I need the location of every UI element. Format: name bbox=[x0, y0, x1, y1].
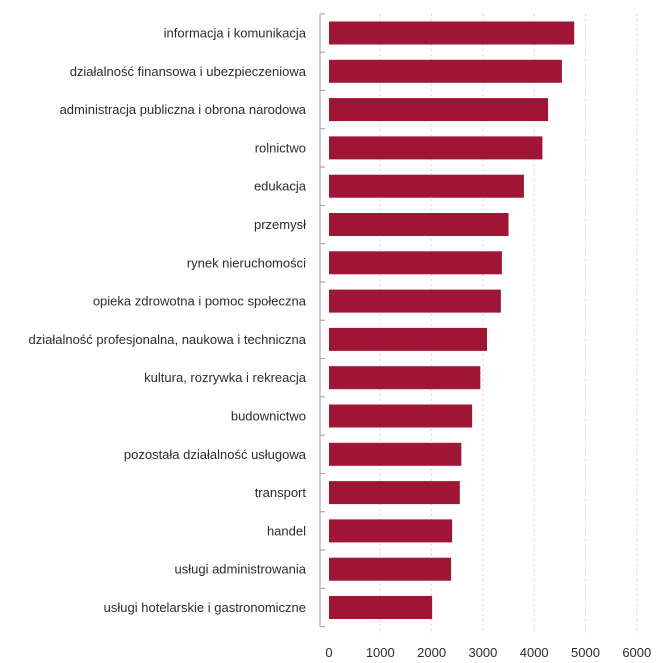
category-label: informacja i komunikacja bbox=[164, 26, 307, 41]
bar bbox=[329, 174, 524, 198]
x-tick-label: 3000 bbox=[468, 645, 497, 660]
category-label: pozostała działalność usługowa bbox=[124, 447, 307, 462]
x-tick-label: 6000 bbox=[622, 645, 651, 660]
bar bbox=[329, 327, 488, 351]
bar bbox=[329, 557, 452, 581]
bar bbox=[329, 21, 575, 45]
category-label: rynek nieruchomości bbox=[187, 255, 306, 270]
bar bbox=[329, 519, 453, 543]
bar bbox=[329, 404, 473, 428]
bar bbox=[329, 366, 481, 390]
category-label: edukacja bbox=[254, 179, 307, 194]
category-label: administracja publiczna i obrona narodow… bbox=[60, 102, 307, 117]
category-label: handel bbox=[267, 523, 306, 538]
category-label: przemysł bbox=[254, 217, 306, 232]
bar bbox=[329, 98, 549, 122]
x-tick-label: 2000 bbox=[417, 645, 446, 660]
category-label: działalność finansowa i ubezpieczeniowa bbox=[70, 64, 307, 79]
bar bbox=[329, 442, 462, 466]
x-tick-label: 4000 bbox=[520, 645, 549, 660]
category-labels: informacja i komunikacja działalność fina… bbox=[28, 26, 306, 616]
y-axis bbox=[319, 13, 325, 628]
bar bbox=[329, 481, 460, 505]
category-label: rolnictwo bbox=[255, 140, 306, 155]
category-label: budownictwo bbox=[231, 409, 306, 424]
bars bbox=[329, 21, 575, 619]
x-tick-label: 0 bbox=[325, 645, 332, 660]
x-tick-label: 5000 bbox=[571, 645, 600, 660]
bar bbox=[329, 213, 509, 236]
bar bbox=[329, 289, 501, 313]
category-label: usługi hotelarskie i gastronomiczne bbox=[104, 600, 306, 615]
category-label: usługi administrowania bbox=[174, 562, 306, 577]
bar bbox=[329, 136, 543, 160]
bar bbox=[329, 251, 502, 275]
bar bbox=[329, 59, 562, 83]
x-tick-label: 1000 bbox=[366, 645, 395, 660]
category-label: transport bbox=[255, 485, 307, 500]
bar bbox=[329, 596, 433, 619]
x-tick-labels: 0 1000 2000 3000 4000 5000 6000 bbox=[325, 645, 651, 660]
grid-lines bbox=[379, 13, 638, 635]
category-label: kultura, rozrywka i rekreacja bbox=[144, 370, 307, 385]
category-label: działalność profesjonalna, naukowa i tec… bbox=[28, 332, 306, 347]
category-label: opieka zdrowotna i pomoc społeczna bbox=[93, 294, 307, 309]
